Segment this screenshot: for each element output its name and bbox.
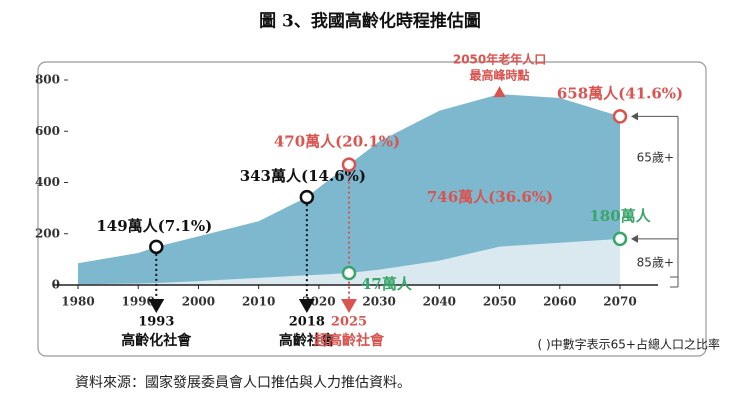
x-tick-label: 2060 [543,295,576,309]
milestone-year: 1993 [138,315,174,330]
area [78,94,620,285]
milestone-year: 2018 [289,315,325,330]
chart-title: 圖 3、我國高齡化時程推估圖 [259,11,481,32]
x-tick-label: 2020 [302,295,335,309]
value-label: 658萬人(41.6%) [557,84,683,102]
x-tick-label: 2000 [182,295,215,309]
point-marker [149,239,164,255]
x-tick-label: 1990 [122,295,155,309]
source: 資料來源：國家發展委員會人口推估與人力推估資料。 [75,374,411,391]
x-tick-label: 2030 [362,295,395,309]
milestone-label: 高齡社會 [279,332,336,349]
y-tick-label: 400 [35,175,60,189]
x-tick-label: 2070 [603,295,636,309]
area [78,238,620,285]
x-tick-label: 2040 [423,295,456,309]
point-marker [299,189,315,205]
value-label: 180萬人 [589,207,651,225]
value-label: 47萬人 [361,275,413,293]
peak-label: 最高峰時點 [470,68,530,83]
y-tick-label: 600 [35,124,60,138]
value-label: 149萬人(7.1%) [96,217,212,235]
milestone-year: 2025 [331,315,367,330]
point-marker [341,265,357,281]
x-tick-label: 1980 [61,295,94,309]
peak-label: 2050年老年人口 [453,52,546,67]
peak-marker [493,86,506,98]
point-marker [612,109,628,124]
y-tick-label: 200 [35,226,60,240]
chart-frame [37,61,707,357]
value-label: 470萬人(20.1%) [274,133,400,151]
series-label: 65歲+ [637,151,674,165]
note: ( )中數字表示65+占總人口之比率 [537,337,720,352]
value-label: 343萬人(14.6%) [240,167,366,185]
point-marker [612,231,628,247]
point-marker [341,157,357,172]
milestone-label: 超高齡社會 [313,332,385,349]
annotation: 746萬人(36.6%) [427,188,553,206]
y-tick-label: 800 [35,73,60,87]
x-tick-label: 2050 [483,295,516,309]
series-label: 85歲+ [637,256,674,270]
milestone-label: 高齡化社會 [121,332,192,349]
x-tick-label: 2010 [242,295,275,309]
